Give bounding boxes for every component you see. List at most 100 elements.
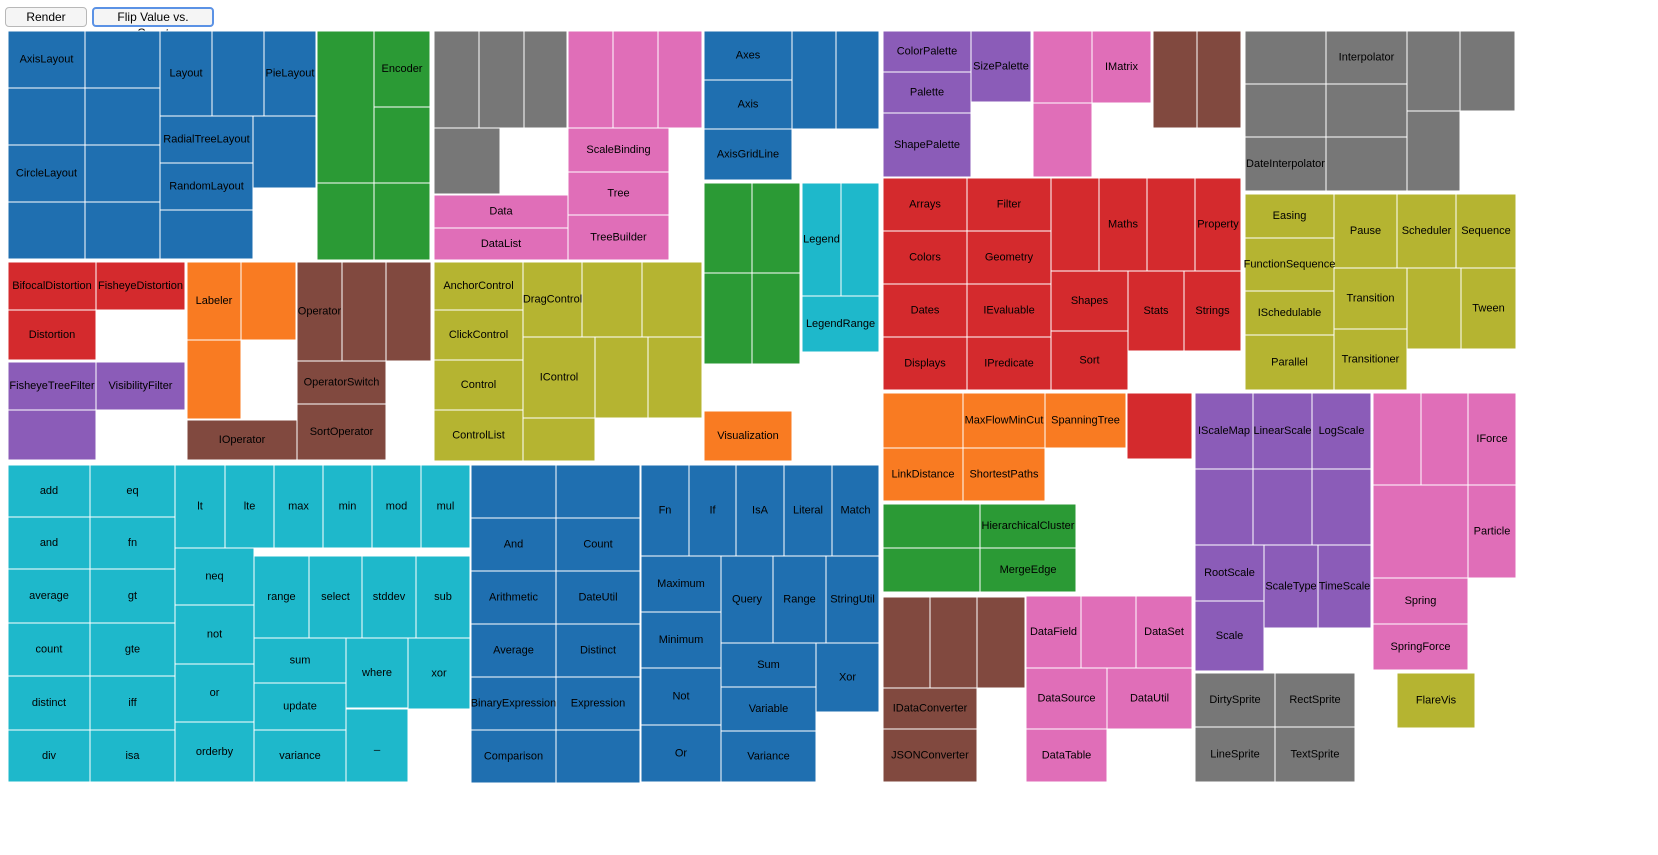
treemap-cell-rect: [7, 361, 97, 411]
treemap-cell-label: gt: [128, 590, 137, 602]
treemap-cell-label: Fn: [659, 505, 672, 517]
treemap-cell: [433, 30, 480, 129]
treemap-cell-label: VisibilityFilter: [109, 380, 173, 392]
treemap-cell-rect: [1091, 30, 1152, 104]
treemap-cell-label: Data: [489, 206, 513, 218]
treemap-cell-rect: [1274, 726, 1356, 783]
treemap-cell-label: update: [283, 701, 317, 713]
treemap-cell-label: IOperator: [219, 434, 266, 446]
treemap-cell-variance: Variance: [720, 730, 817, 783]
treemap-cell-label: mul: [437, 501, 455, 513]
treemap-cell-rect: [523, 30, 568, 129]
treemap-cell-rect: [1127, 270, 1185, 352]
treemap-cell-not: not: [174, 604, 255, 665]
treemap-cell-label: CircleLayout: [16, 168, 77, 180]
treemap-cell-label: Comparison: [484, 751, 543, 763]
treemap-cell: [1244, 83, 1327, 138]
treemap-cell-label: Distortion: [29, 329, 75, 341]
treemap-cell-rect: [840, 182, 880, 297]
treemap-cell: [523, 30, 568, 129]
treemap-cell-rect: [962, 447, 1046, 502]
treemap-cell-random-layout: RandomLayout: [159, 162, 254, 211]
treemap-cell-rect: [703, 182, 753, 274]
treemap-cell-pie-layout: PieLayout: [263, 30, 317, 117]
treemap-cell-label: TextSprite: [1291, 749, 1340, 761]
treemap-cell-rect: [7, 729, 91, 783]
treemap-cell-and: and: [7, 516, 91, 570]
treemap-cell-label: FunctionSequence: [1244, 259, 1336, 271]
treemap-cell-data-source: DataSource: [1025, 667, 1108, 730]
treemap-cell-range: Range: [772, 555, 827, 644]
treemap-cell-rect: [555, 729, 641, 784]
treemap-cell-rect: [373, 182, 431, 261]
treemap-cell-maths: Maths: [1098, 177, 1148, 272]
treemap-cell-geometry: Geometry: [966, 230, 1052, 285]
treemap-cell-label: RootScale: [1204, 567, 1255, 579]
treemap-cell-label: or: [210, 687, 220, 699]
treemap-cell-scale-binding: ScaleBinding: [567, 127, 670, 173]
treemap-cell-visualization: Visualization: [703, 410, 793, 462]
treemap-cell: [835, 30, 880, 130]
treemap-cell-rect: [1244, 237, 1335, 292]
treemap-cell-tree-builder: TreeBuilder: [567, 214, 670, 261]
treemap-cell-gt: gt: [89, 568, 176, 624]
treemap-cell-function-sequence: FunctionSequence: [1244, 237, 1336, 292]
treemap-cell-rect: [296, 261, 343, 362]
treemap-cell: [84, 30, 161, 89]
treemap-cell-count: count: [7, 622, 91, 677]
treemap-cell: [316, 30, 375, 184]
treemap-cell-rect: [470, 676, 557, 731]
treemap-cell-scheduler: Scheduler: [1396, 193, 1457, 269]
treemap-cell: [1050, 177, 1100, 272]
treemap-cell-label: DirtySprite: [1209, 694, 1260, 706]
treemap-cell-min: min: [322, 464, 373, 549]
treemap-cell-rect: [882, 177, 968, 232]
treemap-cell-rect: [84, 30, 161, 89]
treemap-cell-rect: [966, 283, 1052, 338]
treemap-cell-label: range: [267, 591, 295, 603]
treemap-cell-label: LinkDistance: [892, 469, 955, 481]
treemap-cell-click-control: ClickControl: [433, 309, 524, 361]
treemap-cell: [1311, 468, 1372, 546]
treemap-cell-label: AxisLayout: [20, 54, 74, 66]
treemap-cell-rect: [371, 464, 422, 549]
treemap-cell-rect: [979, 547, 1077, 593]
treemap-cell-sub: sub: [415, 555, 471, 639]
treemap-cell-rect: [1372, 577, 1469, 625]
treemap-cell-lt: lt: [174, 464, 226, 549]
treemap-cell-rect: [415, 555, 471, 639]
treemap-cell-label: Particle: [1474, 526, 1511, 538]
treemap-cell-rect: [159, 209, 254, 260]
treemap-cell-or: Or: [640, 724, 722, 783]
treemap-cell-rect: [7, 261, 97, 311]
treemap-cell-label: Average: [493, 645, 534, 657]
treemap-cell-label: SpringForce: [1391, 641, 1451, 653]
treemap-cell: [1459, 30, 1516, 112]
treemap-cell-data-list: DataList: [433, 227, 569, 261]
treemap-cell: [470, 464, 557, 519]
treemap-cell-rect: [815, 642, 880, 713]
treemap-cell: [1372, 484, 1469, 579]
treemap-cell-rect: [1183, 270, 1242, 352]
treemap-cell-query: Query: [720, 555, 774, 644]
treemap-cell-flare-vis: FlareVis: [1396, 672, 1476, 729]
treemap-cell-rect: [174, 663, 255, 723]
treemap-cell-rect: [1244, 30, 1327, 85]
treemap-cell-label: eq: [126, 485, 138, 497]
treemap-cell: [840, 182, 880, 297]
treemap-cell-rect: [478, 30, 525, 129]
treemap-cell: [1406, 267, 1462, 350]
treemap-cell-label: Visualization: [717, 430, 779, 442]
treemap-cell-layout: Layout: [159, 30, 213, 117]
treemap-cell-circle-layout: CircleLayout: [7, 144, 86, 203]
treemap-cell-label: Layout: [169, 68, 202, 80]
treemap-cell-axis-layout: AxisLayout: [7, 30, 86, 89]
treemap-cell-max-flow-min-cut: MaxFlowMinCut: [962, 392, 1046, 449]
treemap-cell-operator: Operator: [296, 261, 343, 362]
treemap-cell-scale-type: ScaleType: [1263, 544, 1319, 629]
treemap-cell-label: And: [504, 539, 524, 551]
treemap-cell-label: LegendRange: [806, 318, 875, 330]
treemap-cell: [1152, 30, 1198, 129]
treemap-cell-rect: [555, 517, 641, 572]
